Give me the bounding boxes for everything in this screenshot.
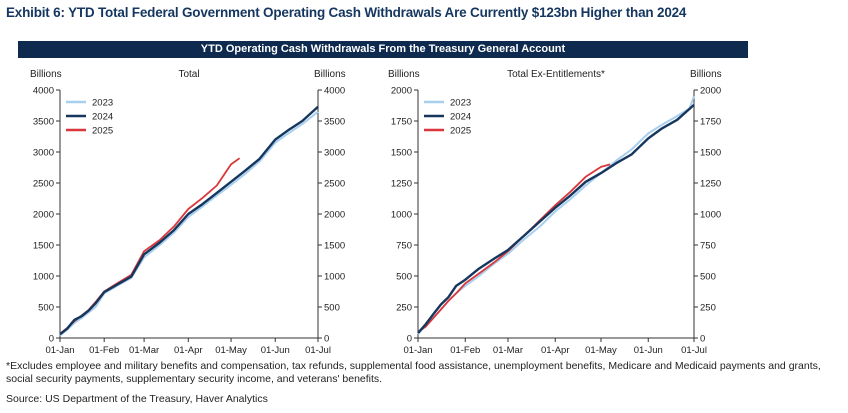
chart-2-legend-label-2023: 2023: [450, 98, 471, 109]
chart-1-xtick-label: 01-Jul: [305, 345, 331, 356]
chart-1-legend-label-2023: 2023: [92, 98, 113, 109]
chart-1-xtick-label: 01-Apr: [174, 345, 203, 356]
chart-1-xtick-label: 01-May: [215, 345, 247, 356]
chart-1-xtick-label: 01-Feb: [89, 345, 119, 356]
chart-2-ytick-label-right: 250: [700, 303, 716, 314]
chart-1-ytick-label-right: 500: [324, 303, 340, 314]
chart-1-title: Total: [178, 69, 199, 80]
chart-2-xtick-label: 01-Jan: [403, 345, 432, 356]
chart-2-xtick-label: 01-Jul: [681, 345, 707, 356]
chart-2-ytick-label-left: 250: [396, 303, 412, 314]
chart-1-ytick-label-right: 4000: [324, 86, 345, 97]
chart-1-ytick-label-left: 2500: [33, 179, 54, 190]
chart-2-ytick-label-right: 0: [700, 334, 705, 345]
chart-2-ytick-label-right: 1500: [700, 148, 721, 159]
chart-1-legend-label-2024: 2024: [92, 112, 113, 123]
chart-1-ytick-label-left: 500: [38, 303, 54, 314]
chart-2-ytick-label-right: 1750: [700, 117, 721, 128]
chart-2-series-2025-line: [417, 163, 611, 333]
chart-2-xtick-label: 01-Apr: [541, 345, 570, 356]
chart-2-ylabel-right: Billions: [690, 69, 722, 80]
chart-1-ytick-label-left: 4000: [33, 86, 54, 97]
chart-1-ytick-label-right: 3000: [324, 148, 345, 159]
chart-2-xtick-label: 01-Jun: [634, 345, 663, 356]
panel-banner: YTD Operating Cash Withdrawals From the …: [18, 41, 748, 58]
chart-2-xtick-label: 01-Feb: [450, 345, 480, 356]
chart-2-ytick-label-left: 0: [407, 334, 412, 345]
chart-1-ytick-label-left: 1500: [33, 241, 54, 252]
chart-1-ylabel-left: Billions: [30, 69, 62, 80]
chart-2-ylabel-left: Billions: [388, 69, 420, 80]
chart-1-ytick-label-right: 2500: [324, 179, 345, 190]
chart-2-ytick-label-right: 2000: [700, 86, 721, 97]
chart-2-series-2024-line: [417, 104, 695, 334]
chart-2-legend-label-2025: 2025: [450, 126, 471, 137]
chart-1-series-2024-line: [59, 105, 319, 336]
chart-1-ytick-label-left: 2000: [33, 210, 54, 221]
chart-1-ytick-label-right: 1000: [324, 272, 345, 283]
chart-2-xtick-label: 01-May: [585, 345, 617, 356]
chart-2-title: Total Ex-Entitlements*: [507, 69, 605, 80]
chart-1-ytick-label-right: 3500: [324, 117, 345, 128]
chart-2-ytick-label-left: 1000: [391, 210, 412, 221]
chart-1-series-2025-line: [59, 157, 241, 335]
chart-1-ytick-label-left: 0: [49, 334, 54, 345]
chart-2-ytick-label-left: 2000: [391, 86, 412, 97]
chart-1-legend-label-2025: 2025: [92, 126, 113, 137]
chart-1-xtick-label: 01-Jan: [45, 345, 74, 356]
exhibit-title: Exhibit 6: YTD Total Federal Government …: [6, 5, 687, 20]
chart-2-xtick-label: 01-Mar: [493, 345, 523, 356]
chart-1-series-2023-line: [59, 110, 319, 337]
footnote: *Excludes employee and military benefits…: [6, 360, 821, 385]
source-note: Source: US Department of the Treasury, H…: [6, 393, 268, 405]
chart-2-ytick-label-right: 1250: [700, 179, 721, 190]
chart-2-ytick-label-left: 1500: [391, 148, 412, 159]
chart-2-ytick-label-left: 1250: [391, 179, 412, 190]
chart-2-ytick-label-left: 750: [396, 241, 412, 252]
chart-1-xtick-label: 01-Jun: [261, 345, 290, 356]
chart-1-ytick-label-left: 3000: [33, 148, 54, 159]
chart-2-ytick-label-right: 750: [700, 241, 716, 252]
chart-2-ytick-label-right: 500: [700, 272, 716, 283]
chart-1-ylabel-right: Billions: [314, 69, 346, 80]
chart-1-ytick-label-left: 1000: [33, 272, 54, 283]
chart-1-xtick-label: 01-Mar: [129, 345, 159, 356]
chart-2-ytick-label-right: 1000: [700, 210, 721, 221]
chart-2-ytick-label-left: 500: [396, 272, 412, 283]
chart-1-ytick-label-left: 3500: [33, 117, 54, 128]
charts-area: Billions Billions Total 0 0 500 500 1000 1000 150…: [30, 69, 722, 356]
chart-1-ytick-label-right: 0: [324, 334, 329, 345]
chart-2-legend-label-2024: 2024: [450, 112, 471, 123]
chart-2-ytick-label-left: 1750: [391, 117, 412, 128]
chart-1-ytick-label-right: 2000: [324, 210, 345, 221]
chart-1-ytick-label-right: 1500: [324, 241, 345, 252]
